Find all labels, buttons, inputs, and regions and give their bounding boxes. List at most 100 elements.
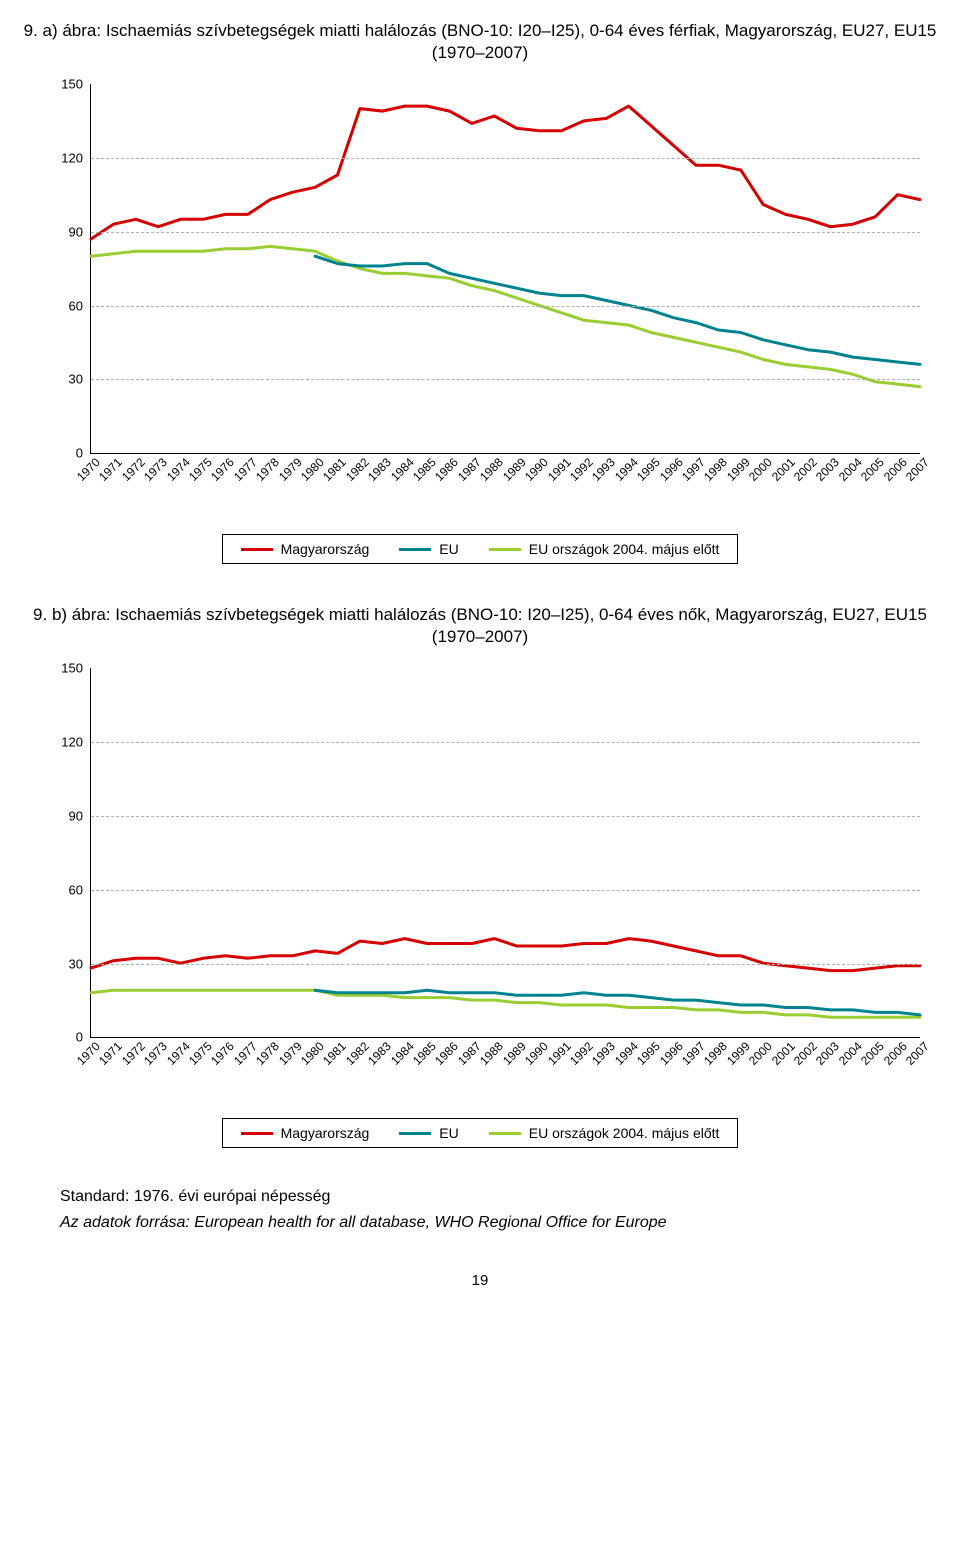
legend-item-magyar: Magyarország <box>241 541 370 557</box>
swatch-eu-b <box>399 1132 431 1135</box>
x-tick-label: 1984 <box>388 455 417 484</box>
chart-a-legend: Magyarország EU EU országok 2004. május … <box>222 534 739 564</box>
x-tick-label: 1991 <box>545 455 574 484</box>
x-tick-label: 1998 <box>701 1039 730 1068</box>
series-magyar <box>91 939 920 971</box>
x-tick-label: 1996 <box>657 1039 686 1068</box>
y-tick-label: 0 <box>76 446 83 461</box>
legend-item-eu15: EU országok 2004. május előtt <box>489 541 720 557</box>
chart-a-svg <box>91 84 920 453</box>
chart-b-svg <box>91 668 920 1037</box>
x-tick-label: 1971 <box>96 455 125 484</box>
x-tick-label: 1990 <box>522 1039 551 1068</box>
x-tick-label: 1974 <box>164 1039 193 1068</box>
x-tick-label: 1990 <box>522 455 551 484</box>
chart-a-xticks: 1970197119721973197419751976197719781979… <box>91 453 920 503</box>
x-tick-label: 2007 <box>903 455 932 484</box>
x-tick-label: 2006 <box>881 455 910 484</box>
y-tick-label: 120 <box>61 735 83 750</box>
x-tick-label: 1973 <box>141 1039 170 1068</box>
gridline <box>91 232 920 233</box>
legend-label-eu15-b: EU országok 2004. május előtt <box>529 1125 720 1141</box>
y-tick-label: 150 <box>61 661 83 676</box>
x-tick-label: 1993 <box>589 455 618 484</box>
y-tick-label: 90 <box>69 224 83 239</box>
chart-b: 9. b) ábra: Ischaemiás szívbetegségek mi… <box>20 604 940 1148</box>
x-tick-label: 1983 <box>365 455 394 484</box>
x-tick-label: 1991 <box>545 1039 574 1068</box>
x-tick-label: 1996 <box>657 455 686 484</box>
legend-label-eu-b: EU <box>439 1125 458 1141</box>
series-eu15 <box>91 247 920 387</box>
x-tick-label: 1995 <box>634 1039 663 1068</box>
legend-item-eu-b: EU <box>399 1125 458 1141</box>
footer-line1: Standard: 1976. évi európai népesség <box>60 1188 940 1206</box>
x-tick-label: 1979 <box>276 455 305 484</box>
chart-b-area: standardizált halálozás 100 000 főre 197… <box>30 658 930 1108</box>
x-tick-label: 1995 <box>634 455 663 484</box>
x-tick-label: 2001 <box>769 1039 798 1068</box>
x-tick-label: 1988 <box>477 455 506 484</box>
x-tick-label: 1977 <box>231 455 260 484</box>
gridline <box>91 890 920 891</box>
x-tick-label: 1976 <box>208 1039 237 1068</box>
y-tick-label: 30 <box>69 372 83 387</box>
x-tick-label: 1993 <box>589 1039 618 1068</box>
x-tick-label: 1978 <box>253 455 282 484</box>
x-tick-label: 1986 <box>432 455 461 484</box>
x-tick-label: 1981 <box>320 455 349 484</box>
gridline <box>91 816 920 817</box>
x-tick-label: 2007 <box>903 1039 932 1068</box>
footer-line2: Az adatok forrása: European health for a… <box>60 1214 940 1232</box>
x-tick-label: 1999 <box>724 455 753 484</box>
footer: Standard: 1976. évi európai népesség Az … <box>60 1188 940 1232</box>
x-tick-label: 1973 <box>141 455 170 484</box>
x-tick-label: 2000 <box>746 455 775 484</box>
x-tick-label: 2005 <box>858 455 887 484</box>
x-tick-label: 1976 <box>208 455 237 484</box>
y-tick-label: 90 <box>69 808 83 823</box>
gridline <box>91 964 920 965</box>
x-tick-label: 1989 <box>500 455 529 484</box>
swatch-eu15 <box>489 548 521 551</box>
series-eu <box>315 991 920 1016</box>
legend-item-eu: EU <box>399 541 458 557</box>
chart-a-area: standardizált halálozás 100 000 főre 197… <box>30 74 930 524</box>
legend-label-magyar-b: Magyarország <box>281 1125 370 1141</box>
chart-a: 9. a) ábra: Ischaemiás szívbetegségek mi… <box>20 20 940 564</box>
y-tick-label: 60 <box>69 298 83 313</box>
y-tick-label: 30 <box>69 956 83 971</box>
x-tick-label: 2006 <box>881 1039 910 1068</box>
legend-item-magyar-b: Magyarország <box>241 1125 370 1141</box>
x-tick-label: 1974 <box>164 455 193 484</box>
swatch-magyar <box>241 548 273 551</box>
legend-item-eu15-b: EU országok 2004. május előtt <box>489 1125 720 1141</box>
x-tick-label: 2003 <box>813 1039 842 1068</box>
x-tick-label: 1986 <box>432 1039 461 1068</box>
x-tick-label: 1978 <box>253 1039 282 1068</box>
gridline <box>91 379 920 380</box>
chart-a-plot: 1970197119721973197419751976197719781979… <box>90 84 920 454</box>
series-magyar <box>91 106 920 239</box>
chart-b-xticks: 1970197119721973197419751976197719781979… <box>91 1037 920 1087</box>
y-tick-label: 60 <box>69 882 83 897</box>
x-tick-label: 1998 <box>701 455 730 484</box>
swatch-eu15-b <box>489 1132 521 1135</box>
swatch-eu <box>399 548 431 551</box>
x-tick-label: 1994 <box>612 455 641 484</box>
x-tick-label: 2001 <box>769 455 798 484</box>
chart-b-title: 9. b) ábra: Ischaemiás szívbetegségek mi… <box>20 604 940 648</box>
x-tick-label: 1971 <box>96 1039 125 1068</box>
legend-label-magyar: Magyarország <box>281 541 370 557</box>
gridline <box>91 158 920 159</box>
gridline <box>91 742 920 743</box>
x-tick-label: 1979 <box>276 1039 305 1068</box>
x-tick-label: 2004 <box>836 455 865 484</box>
x-tick-label: 1972 <box>119 455 148 484</box>
x-tick-label: 1988 <box>477 1039 506 1068</box>
y-tick-label: 120 <box>61 150 83 165</box>
x-tick-label: 1981 <box>320 1039 349 1068</box>
legend-label-eu15: EU országok 2004. május előtt <box>529 541 720 557</box>
y-tick-label: 0 <box>76 1030 83 1045</box>
gridline <box>91 306 920 307</box>
